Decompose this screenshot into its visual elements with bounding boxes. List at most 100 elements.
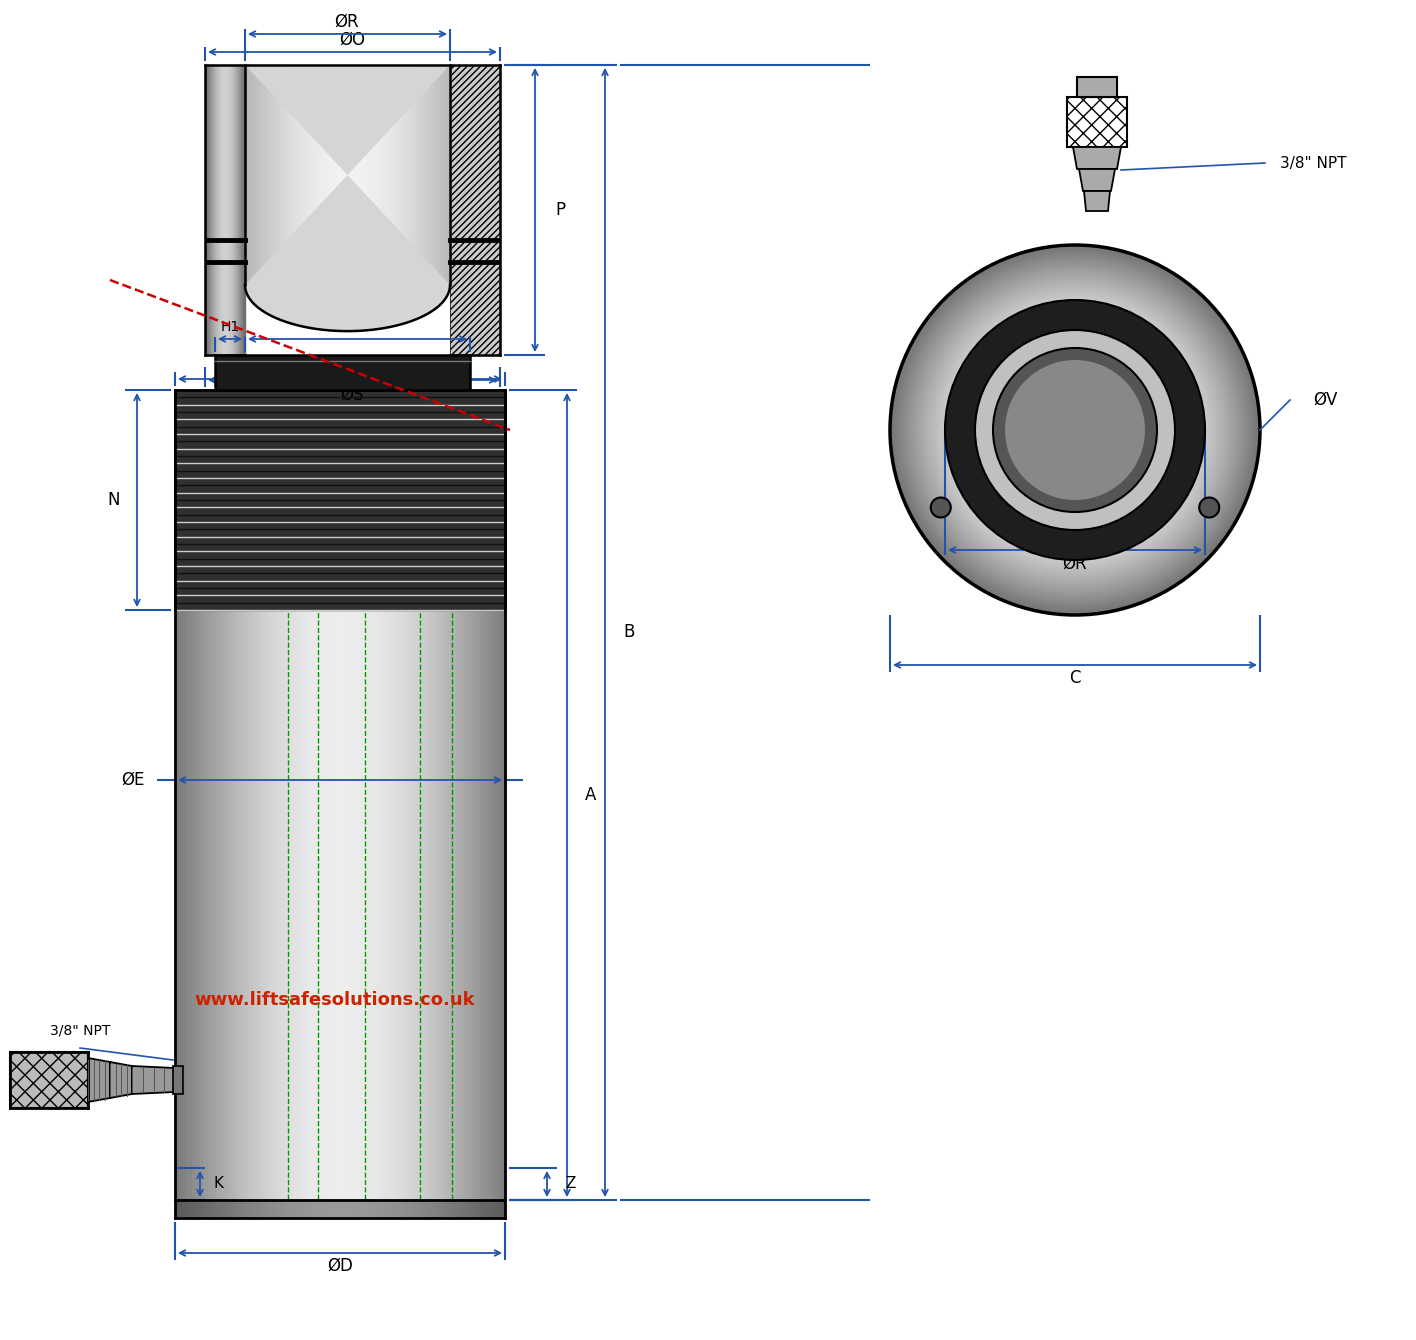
Circle shape — [973, 327, 1178, 532]
Text: ØD: ØD — [327, 1257, 353, 1274]
Circle shape — [916, 272, 1233, 588]
Circle shape — [920, 276, 1229, 584]
Circle shape — [967, 323, 1182, 537]
Polygon shape — [88, 1059, 110, 1101]
Circle shape — [1007, 362, 1143, 498]
Text: www.liftsafesolutions.co.uk: www.liftsafesolutions.co.uk — [961, 403, 1178, 417]
Circle shape — [1051, 405, 1100, 454]
Circle shape — [925, 279, 1226, 580]
Circle shape — [987, 342, 1164, 519]
Circle shape — [947, 303, 1202, 557]
Polygon shape — [1085, 192, 1110, 210]
Circle shape — [903, 259, 1246, 602]
Circle shape — [918, 273, 1232, 587]
Circle shape — [906, 260, 1245, 599]
Text: ØV: ØV — [1313, 391, 1337, 409]
Text: B: B — [623, 623, 634, 641]
Circle shape — [946, 302, 1204, 559]
Circle shape — [957, 312, 1194, 548]
Circle shape — [943, 297, 1208, 563]
Circle shape — [1012, 367, 1137, 492]
Circle shape — [991, 346, 1158, 515]
Circle shape — [893, 248, 1257, 612]
Circle shape — [995, 351, 1154, 509]
Circle shape — [899, 255, 1250, 606]
Circle shape — [1034, 389, 1117, 472]
Circle shape — [940, 295, 1211, 565]
Polygon shape — [1078, 76, 1117, 96]
Text: 3/8" NPT: 3/8" NPT — [1280, 155, 1347, 170]
Circle shape — [1008, 363, 1141, 497]
Circle shape — [963, 318, 1187, 541]
Circle shape — [1052, 406, 1099, 453]
Circle shape — [896, 251, 1253, 608]
Circle shape — [1055, 410, 1095, 450]
Circle shape — [1020, 374, 1131, 486]
Circle shape — [1010, 364, 1140, 496]
Text: www.liftsafesolutions.co.uk: www.liftsafesolutions.co.uk — [194, 992, 476, 1009]
Circle shape — [1039, 394, 1110, 466]
Circle shape — [1046, 402, 1103, 458]
Text: ØO: ØO — [338, 31, 365, 50]
Circle shape — [978, 334, 1171, 527]
Circle shape — [1069, 423, 1082, 437]
Circle shape — [1066, 421, 1085, 440]
Circle shape — [1059, 414, 1090, 445]
Circle shape — [901, 256, 1249, 604]
Circle shape — [977, 332, 1172, 528]
Circle shape — [939, 293, 1212, 567]
Circle shape — [930, 285, 1219, 575]
Circle shape — [933, 288, 1216, 571]
Text: N: N — [108, 490, 120, 509]
Circle shape — [1045, 401, 1104, 460]
Text: C: C — [1069, 669, 1080, 687]
Circle shape — [1058, 413, 1092, 448]
Text: P: P — [555, 201, 565, 218]
Text: ØE: ØE — [122, 770, 144, 789]
Circle shape — [1003, 356, 1148, 502]
Circle shape — [1041, 395, 1109, 464]
Circle shape — [1070, 425, 1079, 434]
Circle shape — [936, 292, 1214, 568]
Circle shape — [909, 264, 1242, 596]
Circle shape — [1015, 371, 1134, 489]
Circle shape — [990, 344, 1161, 516]
Text: ØR: ØR — [334, 13, 360, 31]
Circle shape — [929, 284, 1221, 576]
Polygon shape — [215, 355, 470, 390]
Circle shape — [1061, 415, 1089, 444]
Circle shape — [983, 338, 1167, 521]
Text: Z: Z — [565, 1177, 575, 1191]
Circle shape — [915, 269, 1235, 590]
Circle shape — [919, 275, 1231, 586]
Circle shape — [1037, 391, 1114, 469]
Polygon shape — [245, 66, 450, 331]
Circle shape — [1054, 409, 1097, 452]
Text: H1: H1 — [221, 320, 239, 334]
Polygon shape — [132, 1067, 176, 1093]
Polygon shape — [1079, 169, 1114, 192]
Circle shape — [1044, 399, 1106, 461]
Circle shape — [913, 268, 1236, 592]
Circle shape — [926, 281, 1225, 579]
Text: K: K — [212, 1177, 222, 1191]
Circle shape — [1068, 422, 1083, 438]
Circle shape — [949, 304, 1201, 556]
Circle shape — [1038, 393, 1113, 468]
Circle shape — [988, 343, 1163, 517]
Circle shape — [1011, 366, 1138, 493]
Polygon shape — [1073, 147, 1121, 169]
Circle shape — [892, 247, 1259, 614]
Circle shape — [1049, 403, 1102, 457]
Circle shape — [956, 311, 1195, 549]
Circle shape — [961, 316, 1188, 544]
Circle shape — [891, 245, 1260, 615]
Circle shape — [959, 314, 1192, 547]
Circle shape — [974, 328, 1177, 531]
Circle shape — [895, 249, 1256, 610]
Polygon shape — [10, 1052, 88, 1108]
Circle shape — [1027, 382, 1123, 478]
Circle shape — [986, 340, 1165, 520]
Polygon shape — [110, 1063, 132, 1097]
Text: ØW: ØW — [326, 358, 355, 377]
